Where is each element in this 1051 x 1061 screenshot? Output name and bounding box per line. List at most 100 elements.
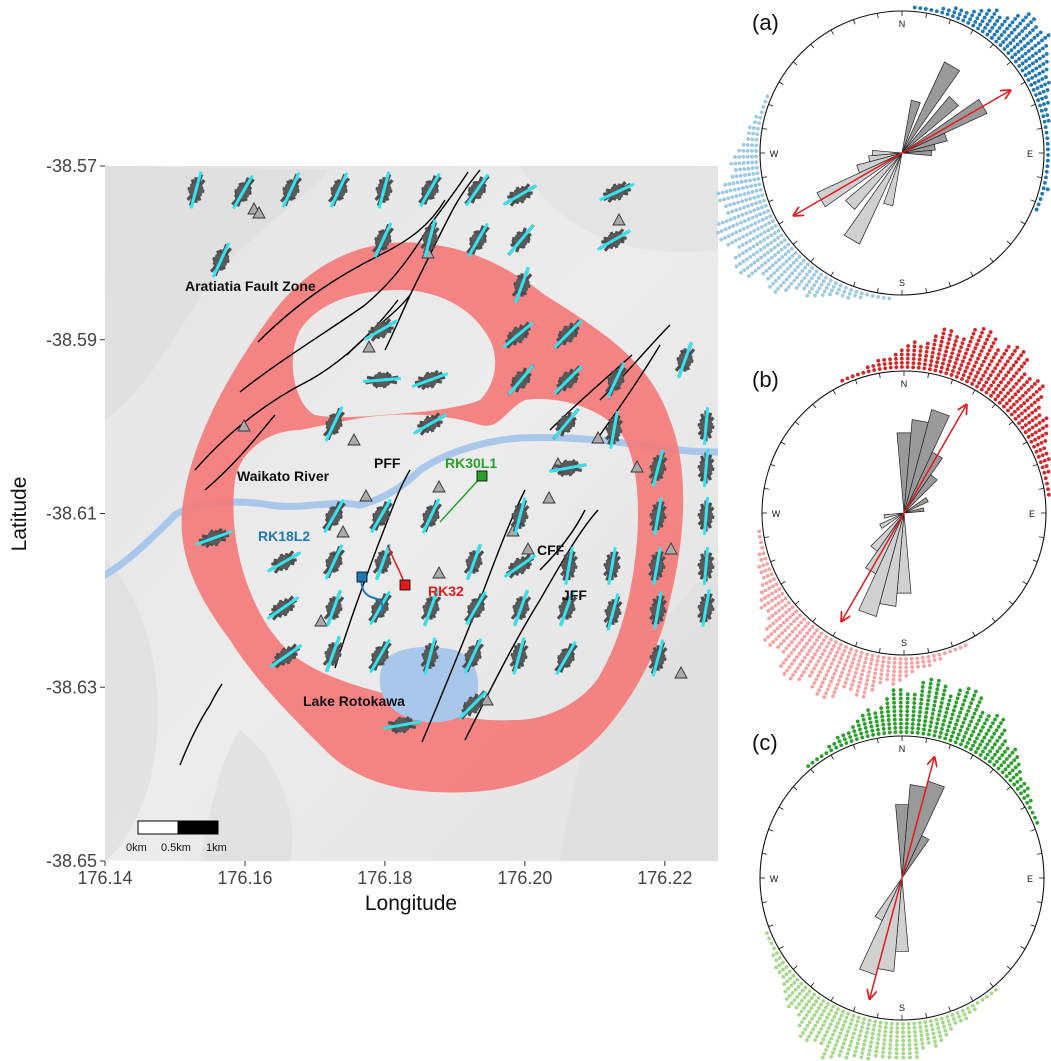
orientation-bar [362,376,402,384]
station-rose [604,362,628,398]
well-rk32-marker [399,579,411,591]
station-rose [419,498,443,534]
orientation-bar [467,222,489,258]
station-rose [503,553,537,579]
station-rose [322,498,346,534]
station-rose [322,635,344,673]
x-tick-label: 176.18 [357,868,412,888]
label-aratiatia-fault-zone: Aratiatia Fault Zone [185,278,316,294]
compass-letter: S [899,1003,905,1013]
x-tick-label: 176.16 [217,868,272,888]
azimuth-dot-histogram [757,326,1051,700]
station-rose [368,638,392,674]
label-pff: PFF [374,455,401,471]
station-rose [458,690,488,720]
orientation-bar [369,590,391,626]
station-rose [648,639,668,677]
compass-letter: S [901,638,907,648]
station-rose [511,266,533,304]
station-triangle [347,433,361,446]
orientation-bar [607,547,617,585]
station-rose [369,498,393,534]
station-rose [327,172,351,208]
scale-label-0-5: 0.5km [161,842,191,854]
station-rose [507,364,535,396]
orientation-bar [195,530,233,546]
orientation-bar [606,362,626,398]
station-rose [553,319,583,349]
station-triangle [362,340,376,353]
orientation-bar [373,222,393,258]
orientation-bar [596,229,632,251]
station-triangle [674,666,688,679]
station-rose [420,219,440,257]
station-rose-symbols [186,171,715,735]
compass-letter: N [899,744,906,754]
orientation-bar [553,319,583,349]
orientation-bar [599,182,635,202]
orientation-bar [266,595,300,621]
orientation-bar [512,637,526,675]
rose-diagrams: (a) N S E W (b) N S E W (c) N S E W [715,5,1051,1061]
station-triangle [314,614,328,627]
compass-letter: E [1027,874,1033,884]
orientation-bar [702,496,710,536]
station-rose [420,637,440,675]
orientation-bar [702,546,710,586]
scale-bar: 0km 0.5km 1km [126,820,227,854]
station-rose [231,174,255,210]
orientation-bar [466,543,482,581]
station-rose [553,365,583,395]
orientation-bar [514,266,530,304]
orientation-bar [325,635,341,673]
station-rose [279,172,303,208]
orientation-bar [232,174,254,210]
orientation-bar [269,643,303,669]
station-rose [464,590,488,626]
station-rose [463,543,485,581]
station-rose [322,406,346,442]
station-rose [266,595,300,621]
orientation-bar [266,551,302,573]
orientation-bar [463,638,483,674]
y-axis-label: Latitude [8,477,31,552]
orientation-bar [677,341,693,379]
y-tick-label: -38.65 [46,851,97,871]
station-rose [269,643,303,669]
station-rose [362,371,402,389]
orientation-bar [507,364,535,396]
station-rose [411,369,449,391]
station-rose [502,321,534,349]
station-triangle [630,460,644,473]
orientation-bar [423,219,437,257]
station-triangle [432,480,446,493]
y-tick-label: -38.59 [46,330,97,350]
orientation-bar [369,638,391,674]
orientation-bar [326,589,342,627]
map-panel: Aratiatia Fault Zone Waikato River PFF C… [8,156,718,915]
station-rose [549,458,587,478]
station-rose [502,183,538,207]
orientation-bar [507,224,535,256]
station-triangle [664,542,678,555]
label-cff: CFF [537,542,565,558]
well-rk30l1-track [439,475,483,523]
orientation-bar [606,593,620,631]
rose-diagram-b: (b) N S E W [752,326,1051,700]
station-rose [674,341,696,379]
orientation-bar [502,321,534,349]
orientation-bar [189,171,203,209]
red-zone [181,242,684,793]
station-rose [383,715,421,735]
orientation-bar [324,406,344,442]
x-tick-label: 176.20 [497,868,552,888]
orientation-bar [552,408,580,440]
station-rose [412,412,448,436]
label-rk30l1: RK30L1 [445,455,497,471]
station-rose [552,408,580,440]
compass-letter: E [1029,509,1035,519]
compass-letter: W [770,149,779,159]
compass-letter: N [899,19,906,29]
station-rose [209,242,233,278]
